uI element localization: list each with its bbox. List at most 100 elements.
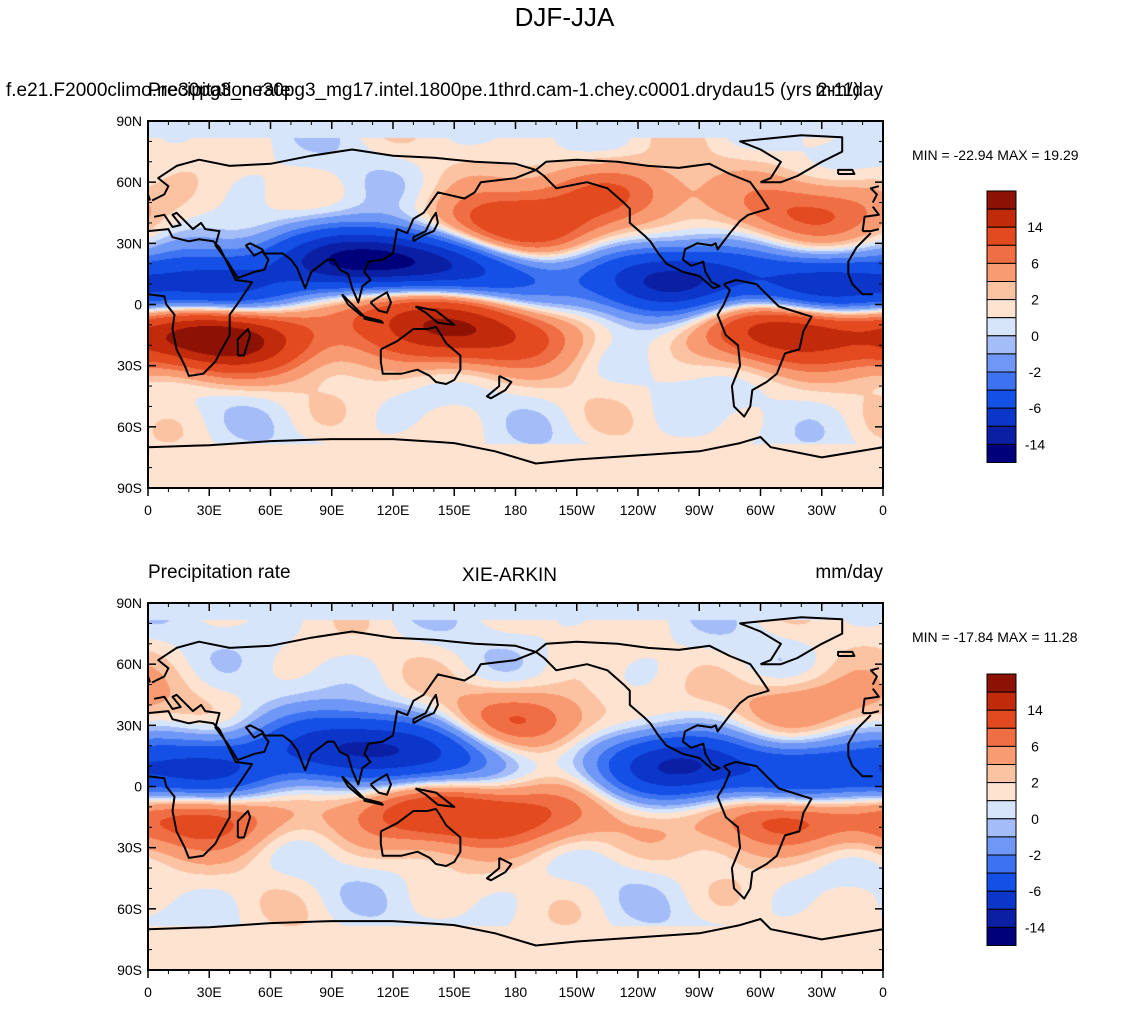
colorbar-box: [986, 872, 1017, 892]
lon-tick-label: 120E: [377, 984, 410, 1000]
coastline: [535, 158, 770, 290]
panel2-units: mm/day: [815, 562, 883, 583]
lon-tick-label: 180: [504, 984, 528, 1000]
coastline: [379, 325, 462, 385]
lat-tick-label: 90S: [117, 480, 142, 496]
lat-tick-label: 90S: [117, 962, 142, 978]
lat-tick-label: 60N: [116, 174, 142, 190]
coastline: [148, 228, 254, 377]
coastline: [236, 328, 252, 357]
colorbar-box: [986, 890, 1017, 910]
colorbar-label: -2: [1029, 364, 1042, 380]
colorbar-label: 0: [1031, 811, 1039, 827]
lat-tick-label: 60N: [116, 656, 142, 672]
colorbar-box: [986, 299, 1017, 319]
coastline: [236, 810, 252, 839]
colorbar-label: -6: [1029, 883, 1042, 899]
lon-tick-label: 30W: [807, 502, 837, 518]
lon-tick-label: 150W: [558, 502, 595, 518]
lat-tick-label: 90N: [116, 113, 142, 129]
colorbar-label: -6: [1029, 400, 1042, 416]
map-frame: [147, 120, 884, 489]
lon-tick-label: 90W: [685, 502, 715, 518]
coastline: [739, 616, 844, 666]
coastline: [861, 206, 880, 232]
colorbar-label: 6: [1031, 255, 1039, 271]
lon-tick-label: 30W: [807, 984, 837, 1000]
coastline: [341, 293, 366, 318]
coastline: [847, 232, 873, 296]
lon-tick-label: 60E: [258, 502, 283, 518]
colorbar-label: 2: [1031, 292, 1039, 308]
colorbar-box: [986, 727, 1017, 747]
lat-tick-label: 0: [134, 779, 142, 795]
lon-tick-label: 30E: [197, 984, 222, 1000]
lat-tick-label: 30N: [116, 717, 142, 733]
lon-tick-label: 0: [879, 502, 887, 518]
lon-tick-label: 180: [504, 502, 528, 518]
panel1-minmax: MIN = -22.94 MAX = 19.29: [912, 147, 1079, 163]
colorbar-box: [986, 425, 1017, 445]
coastline: [151, 148, 537, 304]
coastline: [837, 650, 856, 657]
colorbar-box: [986, 926, 1017, 946]
lon-tick-label: 0: [144, 502, 152, 518]
colorbar-box: [986, 443, 1017, 463]
coastline: [485, 375, 513, 400]
main-title: DJF-JJA: [514, 2, 615, 32]
coastline: [369, 773, 392, 796]
lat-tick-label: 60S: [117, 419, 142, 435]
coastline: [716, 279, 813, 418]
colorbar-label: 6: [1031, 738, 1039, 754]
panel2-center-title: XIE-ARKIN: [462, 565, 558, 586]
lon-tick-label: 120E: [377, 502, 410, 518]
lon-tick-label: 0: [144, 984, 152, 1000]
lat-tick-label: 30N: [116, 235, 142, 251]
colorbar-box: [986, 335, 1017, 355]
coastline: [379, 807, 462, 867]
coastline: [151, 630, 537, 786]
colorbar-label: -14: [1025, 919, 1045, 935]
colorbar-box: [986, 407, 1017, 427]
panel1-map: [148, 121, 883, 488]
coastline: [869, 185, 880, 204]
colorbar-box: [986, 262, 1017, 283]
coastline: [861, 688, 880, 714]
lat-tick-label: 30S: [117, 358, 142, 374]
coastline: [412, 211, 439, 243]
lon-tick-label: 30E: [197, 502, 222, 518]
panel2-coastlines: [148, 616, 883, 947]
lon-tick-label: 120W: [620, 502, 657, 518]
colorbar-box: [986, 709, 1017, 729]
lon-tick-label: 150W: [558, 984, 595, 1000]
lon-tick-label: 60W: [746, 984, 776, 1000]
colorbar-box: [986, 389, 1017, 409]
lon-tick-label: 150E: [438, 984, 471, 1000]
coastline: [148, 918, 883, 947]
coastline: [412, 693, 439, 725]
lat-tick-label: 60S: [117, 901, 142, 917]
colorbar-box: [986, 782, 1017, 802]
coastline: [535, 640, 770, 772]
colorbar-box: [986, 908, 1017, 928]
panel1-left-title: f.e21.F2000climo.ne30pg3_ne30pg3_mg17.in…: [6, 80, 860, 101]
colorbar-box: [986, 208, 1017, 228]
panel1-units: mm/day: [815, 80, 883, 101]
coastline: [847, 714, 873, 778]
colorbar-box: [986, 818, 1017, 838]
panel2-map: [148, 603, 883, 970]
colorbar-box: [986, 745, 1017, 766]
lon-tick-label: 90E: [319, 984, 344, 1000]
coastline: [414, 305, 456, 326]
coastline: [862, 228, 880, 233]
colorbar-box: [986, 226, 1017, 246]
lon-tick-label: 60E: [258, 984, 283, 1000]
lon-tick-label: 120W: [620, 984, 657, 1000]
colorbar-label: 14: [1027, 702, 1043, 718]
coastline: [716, 761, 813, 900]
lon-tick-label: 60W: [746, 502, 776, 518]
lat-tick-label: 30S: [117, 840, 142, 856]
coastline: [148, 710, 254, 859]
colorbar-label: 2: [1031, 775, 1039, 791]
coastline: [869, 667, 880, 686]
